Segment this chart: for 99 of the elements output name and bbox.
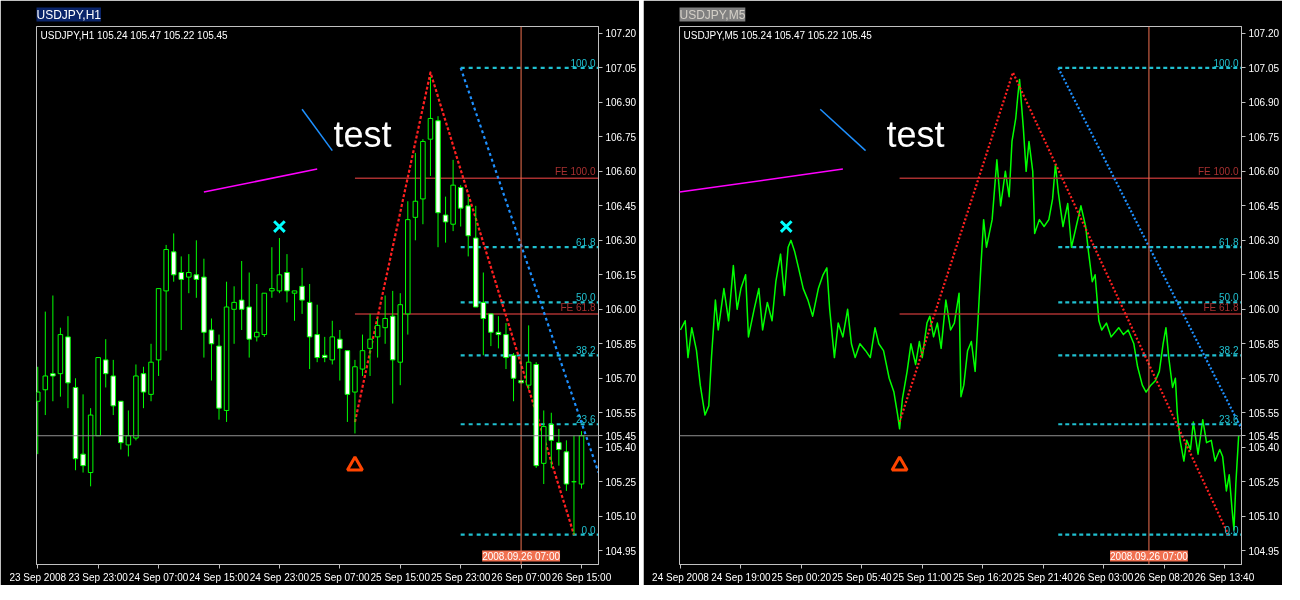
candlestick (284, 253, 290, 303)
series-label: FE 61.8 (560, 301, 596, 313)
series-label: FE 100.0 (554, 166, 596, 178)
candlestick (488, 313, 494, 347)
series-label: 38.2 (576, 345, 596, 357)
x-tick-label: 24 Sep 23:00 (249, 571, 310, 583)
chart-title: USDJPY,H1 (36, 7, 102, 22)
chart-title: USDJPY,M5 (679, 7, 746, 22)
y-tick-label: 106.30 (1248, 235, 1280, 247)
y-tick-label: 107.20 (1248, 28, 1280, 40)
ref-line-label: 105.45 (605, 430, 637, 442)
candlestick (140, 366, 147, 409)
series-label: 50.0 (576, 292, 596, 304)
series-label: FE 61.8 (1203, 301, 1239, 313)
series-label: 23.6 (1219, 414, 1239, 426)
series-label: 50.0 (1219, 292, 1239, 304)
y-tick-label: 106.45 (1248, 200, 1280, 212)
y-tick-label: 106.45 (605, 200, 637, 212)
y-tick-label: 106.30 (605, 235, 637, 247)
y-tick-label: 105.55 (605, 407, 637, 419)
y-tick-label: 106.15 (605, 269, 637, 281)
y-tick-label: 106.00 (605, 304, 637, 316)
annotation: test (886, 113, 945, 155)
series-label: 0.0 (1224, 524, 1239, 536)
series-label: 100.0 (570, 57, 596, 69)
chart-subtitle: USDJPY,M5 105.24 105.47 105.22 105.45 (683, 29, 873, 41)
candlestick (80, 393, 86, 474)
candlestick (291, 290, 298, 322)
x-tick-label: 25 Sep 16:20 (952, 571, 1013, 583)
series-label: 38.2 (1219, 345, 1239, 357)
candlestick (208, 317, 215, 382)
y-tick-label: 104.95 (1248, 545, 1280, 557)
x-tick-label: 26 Sep 03:00 (1073, 571, 1134, 583)
series-label: FE 100.0 (1197, 166, 1239, 178)
x-tick-label: 24 Sep 19:00 (711, 571, 772, 583)
candlestick (427, 76, 434, 177)
series-label: 61.8 (1219, 237, 1239, 249)
ref-line-label: 105.45 (1248, 430, 1280, 442)
candlestick (299, 267, 305, 315)
x-tick-label: 25 Sep 00:20 (771, 571, 832, 583)
candlestick (337, 329, 343, 382)
candlestick (503, 322, 509, 370)
y-tick-label: 105.55 (1248, 407, 1280, 419)
y-tick-label: 104.95 (605, 545, 637, 557)
candlestick (42, 311, 49, 416)
x-tick-label: 26 Sep 08:20 (1134, 571, 1195, 583)
series-label: 23.6 (576, 414, 596, 426)
x-tick-label: 26 Sep 07:00 (491, 571, 552, 583)
x-tick-label: 25 Sep 15:00 (370, 571, 431, 583)
y-tick-label: 107.05 (605, 62, 637, 74)
y-tick-label: 105.85 (605, 338, 637, 350)
x-tick-label: 25 Sep 07:00 (310, 571, 371, 583)
y-tick-label: 105.10 (1248, 511, 1280, 523)
y-tick-label: 106.90 (605, 97, 637, 109)
x-tick-label: 23 Sep 2008 (9, 571, 67, 583)
candlestick (412, 152, 419, 241)
y-tick-label: 105.40 (1248, 442, 1280, 454)
candlestick (276, 237, 283, 294)
y-tick-label: 106.75 (605, 131, 637, 143)
x-tick-label: 25 Sep 23:00 (430, 571, 491, 583)
y-tick-label: 107.05 (1248, 62, 1280, 74)
candlestick (367, 313, 373, 377)
y-tick-label: 105.40 (605, 442, 637, 454)
x-tick-label: 24 Sep 15:00 (189, 571, 250, 583)
y-tick-label: 105.70 (1248, 373, 1280, 385)
y-tick-label: 105.85 (1248, 338, 1280, 350)
y-tick-label: 106.90 (1248, 97, 1280, 109)
candlestick (231, 285, 237, 345)
chart-subtitle: USDJPY,H1 105.24 105.47 105.22 105.45 (40, 29, 229, 41)
candlestick (359, 334, 366, 377)
y-tick-label: 106.00 (1248, 304, 1280, 316)
x-tick-label: 25 Sep 11:00 (892, 571, 953, 583)
x-tick-label: 23 Sep 23:00 (68, 571, 129, 583)
y-tick-label: 105.25 (605, 476, 637, 488)
y-tick-label: 105.25 (1248, 476, 1280, 488)
series-label: 100.0 (1213, 57, 1239, 69)
x-tick-label: 24 Sep 2008 (652, 571, 710, 583)
x-tick-label: 24 Sep 07:00 (128, 571, 189, 583)
y-tick-label: 106.15 (1248, 269, 1280, 281)
series-label: 0.0 (581, 524, 596, 536)
candlestick (556, 428, 562, 467)
series-label: 61.8 (576, 237, 596, 249)
y-tick-label: 106.75 (1248, 131, 1280, 143)
candlestick (102, 338, 109, 388)
x-tick-label: 26 Sep 15:00 (551, 571, 612, 583)
candlestick (269, 246, 275, 299)
ref-line-label: 2008.09.26 07:00 (1110, 550, 1189, 562)
y-tick-label: 105.10 (605, 511, 637, 523)
x-tick-label: 26 Sep 13:40 (1194, 571, 1255, 583)
y-tick-label: 107.20 (605, 28, 637, 40)
candlestick (510, 352, 517, 402)
y-tick-label: 105.70 (605, 373, 637, 385)
candlestick (442, 196, 449, 244)
y-tick-label: 106.60 (605, 166, 637, 178)
ref-line-label: 2008.09.26 07:00 (482, 550, 561, 562)
y-tick-label: 106.60 (1248, 166, 1280, 178)
annotation: test (333, 113, 392, 155)
x-tick-label: 25 Sep 05:40 (832, 571, 892, 583)
x-tick-label: 25 Sep 21:40 (1013, 571, 1074, 583)
